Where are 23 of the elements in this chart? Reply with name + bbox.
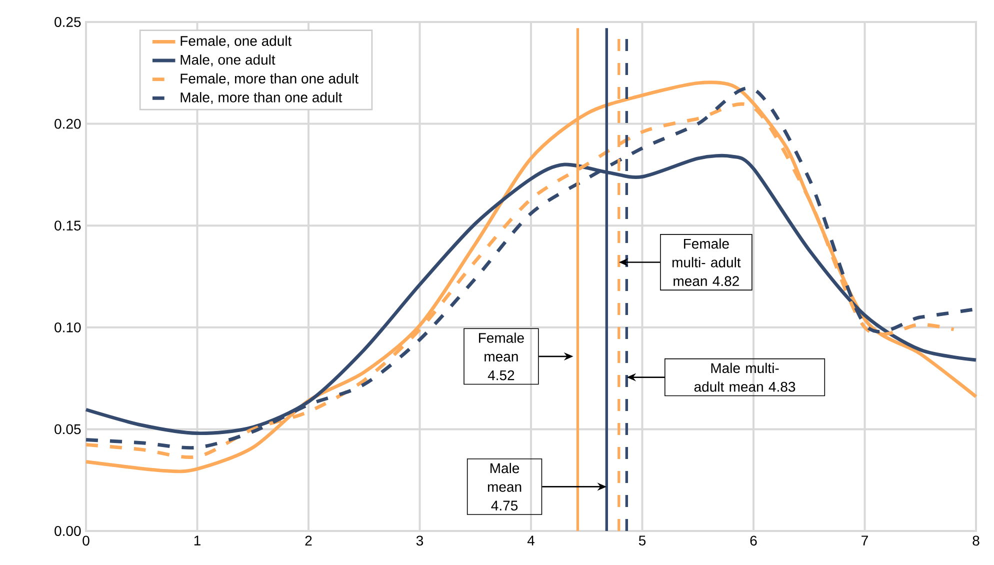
legend-label: Female, one adult	[180, 36, 292, 48]
y-tick-label: 0.00	[54, 526, 81, 536]
annotation: Female multi- adult mean 4.82	[672, 238, 741, 286]
y-tick-label: 0.25	[54, 17, 81, 27]
x-tick-label: 6	[750, 536, 757, 546]
legend-label: Male, one adult	[180, 54, 276, 66]
y-tick-label: 0.05	[54, 424, 81, 434]
x-tick-label: 1	[194, 536, 200, 546]
annotation: Male multi- adult mean 4.83	[694, 362, 796, 392]
y-tick-label: 0.20	[54, 118, 81, 129]
annotation: Female mean 4.52	[479, 332, 524, 380]
x-tick-label: 5	[638, 536, 646, 546]
annotation: Male mean 4.75	[488, 462, 522, 511]
y-tick-label: 0.15	[54, 220, 81, 231]
x-tick-label: 2	[305, 536, 312, 546]
legend-label: Male, more than one adult	[180, 92, 342, 104]
x-tick-label: 7	[862, 536, 868, 546]
legend-label: Female, more than one adult	[180, 73, 358, 86]
x-tick-label: 4	[527, 536, 534, 546]
x-tick-label: 0	[82, 536, 90, 546]
x-tick-label: 8	[972, 536, 980, 546]
y-tick-label: 0.10	[54, 322, 81, 332]
x-tick-label: 3	[416, 536, 424, 546]
